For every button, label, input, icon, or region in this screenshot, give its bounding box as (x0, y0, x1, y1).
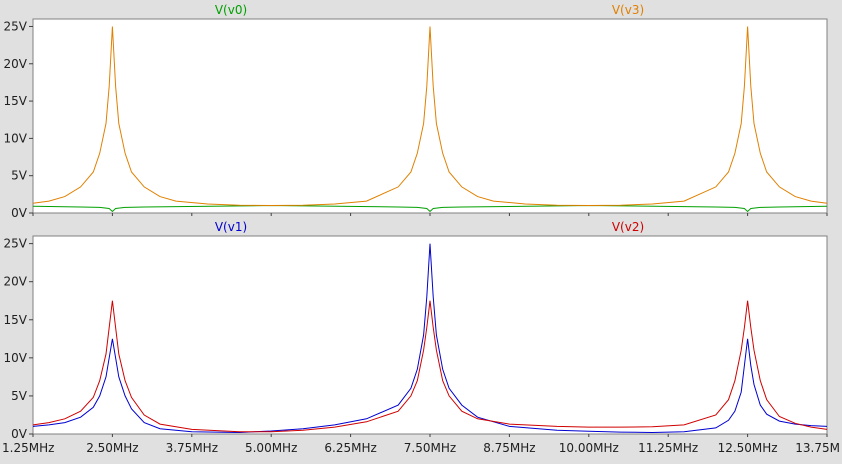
y-tick-label: 10V (4, 351, 28, 365)
y-tick-label: 20V (4, 57, 28, 71)
x-tick-label: 8.75MHz (483, 441, 535, 455)
y-tick-label: 25V (4, 237, 28, 251)
x-tick-label: 2.50MHz (86, 441, 138, 455)
y-tick-label: 25V (4, 19, 28, 33)
x-tick-label: 6.25MHz (324, 441, 376, 455)
series-line-vv0[interactable] (32, 204, 828, 213)
x-tick-label: 10.00MHz (559, 441, 619, 455)
y-tick-label: 15V (4, 313, 28, 327)
x-tick-label: 11.25MHz (638, 441, 698, 455)
legend-vv2[interactable]: V(v2) (612, 220, 644, 234)
legend-vv0[interactable]: V(v0) (215, 3, 247, 17)
x-tick-label: 12.50MHz (718, 441, 778, 455)
legend-vv3[interactable]: V(v3) (612, 3, 644, 17)
y-tick-label: 5V (11, 169, 28, 183)
x-tick-label: 5.00MHz (245, 441, 297, 455)
x-tick-label: 13.75M (795, 441, 840, 455)
series-line-vv3[interactable] (32, 26, 828, 207)
x-tick-label: 7.50MHz (404, 441, 456, 455)
x-tick-label: 3.75MHz (166, 441, 218, 455)
series-line-vv1[interactable] (32, 243, 828, 434)
y-tick-label: 10V (4, 131, 28, 145)
x-tick-label: 1.25MHz (2, 441, 54, 455)
legend-vv1[interactable]: V(v1) (215, 220, 247, 234)
y-tick-label: 15V (4, 94, 28, 108)
y-tick-label: 20V (4, 275, 28, 289)
y-tick-label: 5V (11, 389, 28, 403)
y-tick-label: 0V (11, 427, 28, 441)
series-line-vv2[interactable] (32, 300, 828, 433)
y-tick-label: 0V (11, 206, 28, 220)
plot-pane-1[interactable] (32, 18, 828, 214)
plot-pane-2[interactable] (32, 235, 828, 435)
